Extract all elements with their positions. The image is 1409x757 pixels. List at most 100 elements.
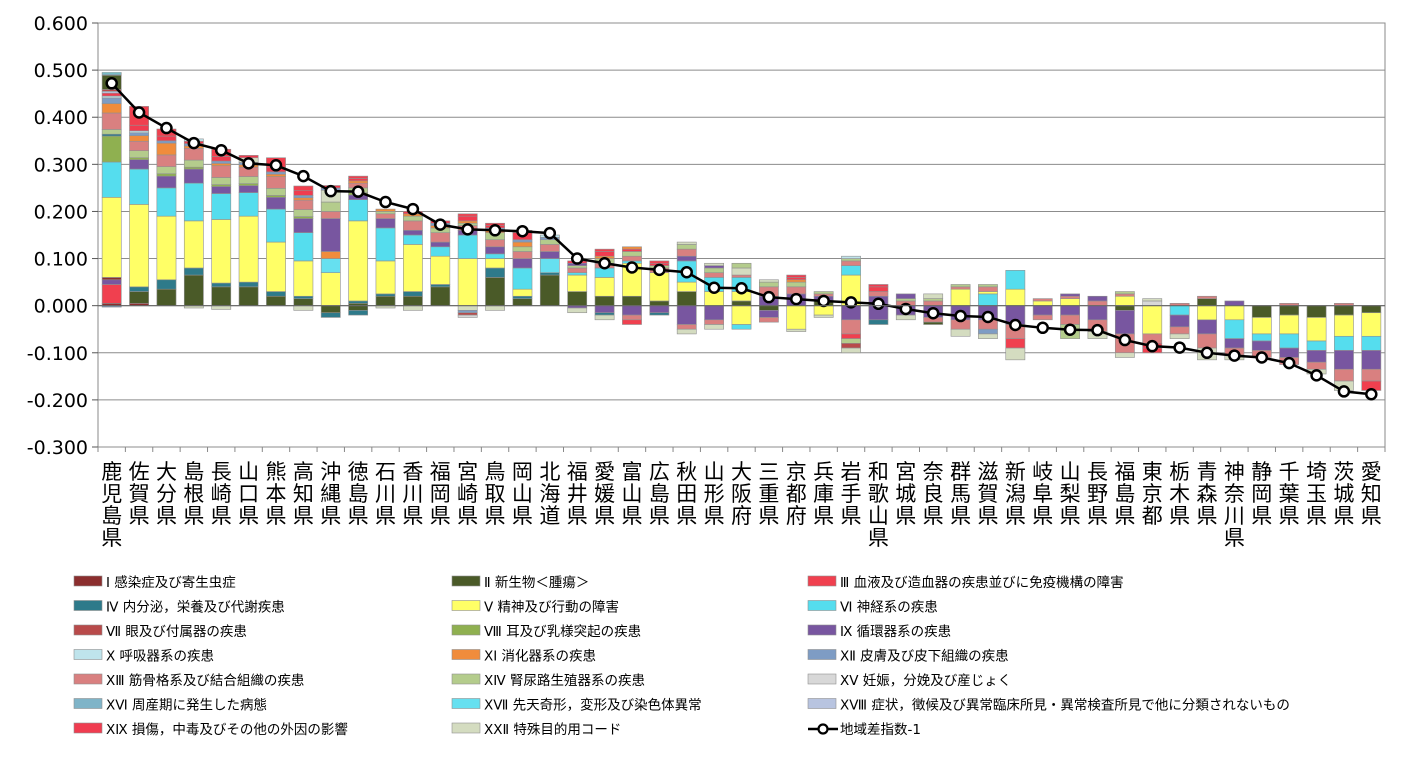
bar-segment bbox=[1197, 333, 1217, 349]
legend-swatch bbox=[451, 600, 481, 611]
bar-segment bbox=[622, 319, 642, 325]
bar-segment bbox=[1114, 293, 1135, 297]
bar-segment bbox=[676, 241, 697, 245]
bar-segment bbox=[978, 293, 998, 306]
bar-segment bbox=[183, 148, 204, 161]
bar-segment bbox=[841, 338, 861, 344]
bar-segment bbox=[320, 211, 341, 219]
x-tick-label: 山 bbox=[704, 460, 725, 484]
x-tick-label: 奈 bbox=[923, 460, 944, 484]
bar-segment bbox=[266, 171, 286, 175]
bar-segment bbox=[101, 97, 122, 104]
line-point bbox=[1063, 323, 1077, 336]
x-tick-label: 島 bbox=[1114, 482, 1135, 506]
x-tick-label: 県 bbox=[320, 504, 341, 528]
bar-segment bbox=[1060, 295, 1080, 299]
x-tick-label: 重 bbox=[758, 482, 779, 506]
line-point bbox=[379, 195, 392, 209]
bar-segment bbox=[457, 312, 478, 316]
bar-segment bbox=[238, 185, 259, 193]
bar-segment bbox=[539, 251, 560, 259]
bar-segment bbox=[813, 291, 834, 295]
x-tick-label: 山 bbox=[621, 482, 642, 506]
line-point bbox=[707, 281, 721, 295]
bar-segment bbox=[101, 284, 122, 304]
bar-segment bbox=[1197, 298, 1217, 306]
bar-segment bbox=[786, 328, 807, 332]
bar-segment bbox=[1334, 305, 1354, 316]
line-point bbox=[461, 223, 474, 236]
x-tick-label: 城 bbox=[1333, 482, 1354, 506]
legend-swatch bbox=[807, 673, 837, 685]
x-tick-label: 県 bbox=[704, 504, 725, 528]
bar-segment bbox=[348, 178, 369, 182]
bar-segment bbox=[895, 298, 916, 302]
bar-segment bbox=[1361, 368, 1382, 382]
bar-segment bbox=[266, 188, 286, 196]
bar-segment bbox=[704, 265, 725, 269]
x-tick-label: 山 bbox=[1060, 460, 1081, 484]
x-tick-label: 愛 bbox=[594, 460, 615, 484]
bar-segment bbox=[129, 132, 149, 136]
bar-segment bbox=[403, 234, 423, 245]
bar-segment bbox=[923, 298, 944, 302]
bar-segment bbox=[786, 281, 807, 288]
bar-segment bbox=[1361, 335, 1382, 351]
bar-segment bbox=[238, 286, 259, 306]
bar-segment bbox=[539, 244, 560, 252]
x-tick-label: 茨 bbox=[1333, 460, 1354, 484]
x-tick-label: 東 bbox=[1142, 460, 1163, 484]
bar-segment bbox=[978, 333, 998, 339]
bar-segment bbox=[457, 314, 478, 318]
bar-segment bbox=[1142, 305, 1163, 335]
line-point bbox=[762, 290, 776, 304]
x-tick-label: 山 bbox=[868, 504, 889, 528]
y-tick-label: 0.500 bbox=[34, 60, 88, 82]
bar-segment bbox=[348, 300, 369, 304]
x-tick-label: 新 bbox=[1005, 460, 1026, 484]
x-tick-label: 大 bbox=[731, 460, 752, 484]
bar-segment bbox=[485, 305, 505, 311]
bar-segment bbox=[1334, 314, 1354, 337]
bar-segment bbox=[101, 197, 122, 278]
bar-segment bbox=[320, 258, 341, 273]
bar-segment bbox=[512, 251, 533, 259]
x-tick-label: 兵 bbox=[813, 460, 834, 484]
x-tick-label: 島 bbox=[348, 482, 369, 506]
bar-segment bbox=[156, 175, 177, 189]
bar-segment bbox=[622, 255, 642, 262]
bar-segment bbox=[375, 295, 396, 306]
line-point bbox=[324, 184, 338, 198]
bar-segment bbox=[348, 310, 369, 316]
x-tick-label: 栃 bbox=[1169, 460, 1190, 484]
bar-segment bbox=[1197, 319, 1217, 335]
bar-segment bbox=[676, 281, 697, 292]
x-tick-label: 都 bbox=[1142, 504, 1163, 528]
bar-segment bbox=[211, 286, 232, 306]
bar-segment bbox=[841, 260, 861, 266]
line-point bbox=[1145, 339, 1159, 353]
bar-segment bbox=[1251, 317, 1272, 335]
x-tick-label: 海 bbox=[539, 482, 560, 506]
bar-segment bbox=[676, 255, 697, 262]
bar-segment bbox=[430, 246, 451, 257]
bar-segment bbox=[512, 239, 533, 243]
bar-segment bbox=[320, 305, 341, 314]
y-tick-label: -0.200 bbox=[27, 390, 88, 412]
line-point bbox=[297, 169, 310, 183]
bar-segment bbox=[403, 295, 423, 306]
line-point bbox=[680, 265, 693, 279]
x-tick-label: 宮 bbox=[457, 460, 478, 484]
x-tick-label: 三 bbox=[758, 460, 779, 484]
x-tick-label: 県 bbox=[1279, 504, 1300, 528]
bar-segment bbox=[266, 208, 286, 243]
bar-segment bbox=[512, 295, 533, 299]
bar-segment bbox=[156, 154, 177, 167]
x-tick-label: 玉 bbox=[1306, 482, 1327, 506]
bar-segment bbox=[841, 343, 861, 349]
x-tick-label: 県 bbox=[950, 504, 971, 528]
bar-segment bbox=[211, 165, 232, 178]
bar-segment bbox=[266, 295, 286, 306]
bar-segment bbox=[101, 112, 122, 130]
bar-segment bbox=[1306, 350, 1327, 363]
